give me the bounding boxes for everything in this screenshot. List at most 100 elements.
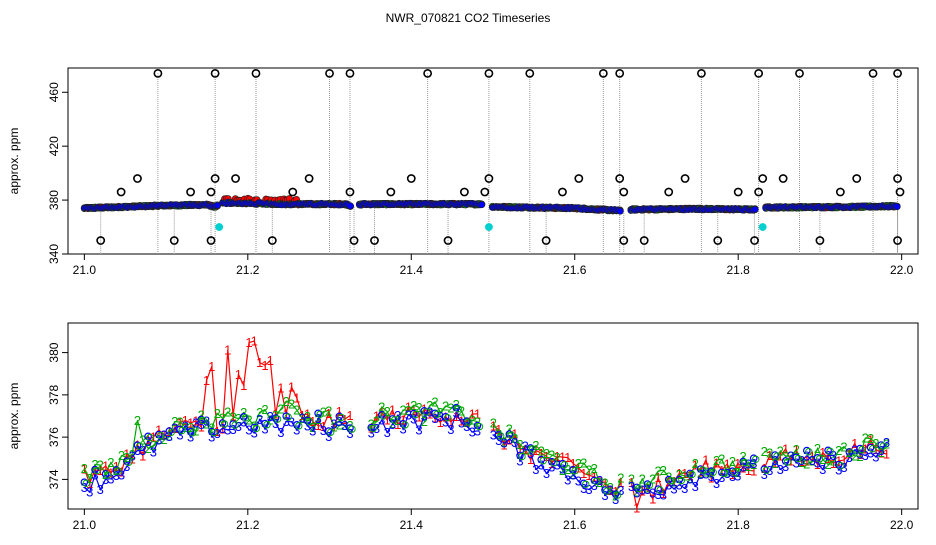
- top-spike-lines: [100, 73, 899, 254]
- low-outlier-point: [349, 236, 359, 245]
- series-marker: 1: [580, 466, 587, 481]
- high-outlier-point: [153, 68, 163, 78]
- top-y-axis: 340 380 420 460: [47, 82, 68, 264]
- mid-outlier-point: [852, 174, 862, 183]
- series-marker: 2: [633, 484, 640, 499]
- series-circle-marker: [720, 469, 728, 478]
- series-marker: 2: [867, 431, 874, 446]
- series-marker: 3: [320, 423, 327, 438]
- y-tick-label: 380: [47, 342, 61, 362]
- series-marker: 2: [261, 402, 268, 417]
- series-marker: 2: [150, 438, 157, 453]
- high-outlier-point: [697, 68, 706, 78]
- series-marker: 3: [644, 482, 651, 497]
- mid-outlier-point: [304, 174, 314, 183]
- series-marker: 1: [447, 414, 454, 429]
- series-marker: 2: [203, 416, 210, 431]
- series-circle-marker: [475, 422, 484, 431]
- series-circle-marker: [231, 421, 239, 429]
- series-marker: 3: [229, 422, 236, 437]
- high-outlier-point: [325, 68, 334, 78]
- chart-title: NWR_070821 CO2 Timeseries: [386, 11, 551, 25]
- series-marker: 2: [107, 455, 114, 470]
- series-marker: 1: [548, 456, 555, 471]
- series-marker: 1: [527, 452, 534, 467]
- series-circle-marker: [401, 421, 409, 429]
- series-circle-marker: [528, 445, 537, 453]
- series-marker: 2: [330, 420, 337, 435]
- series-marker: 1: [617, 475, 624, 490]
- mid-outlier-point: [480, 187, 490, 197]
- series-marker: 1: [320, 419, 327, 434]
- series-circle-marker: [709, 468, 717, 476]
- series-circle-marker: [613, 491, 622, 499]
- series-marker: 1: [394, 417, 401, 432]
- mid-outlier-point: [210, 174, 220, 183]
- x-tick-label: 21.6: [563, 518, 587, 532]
- series-marker: 3: [224, 422, 231, 437]
- series-marker: 3: [527, 446, 534, 461]
- series-marker: 3: [532, 462, 539, 477]
- series-marker: 1: [474, 406, 481, 421]
- series-marker: 2: [373, 413, 380, 428]
- series-marker: 1: [490, 419, 497, 434]
- bottom-x-axis: 21.0 21.2 21.4 21.6 21.8 22.0: [73, 509, 914, 532]
- series-marker: 2: [777, 444, 784, 459]
- x-tick-label: 21.8: [727, 518, 751, 532]
- series-marker: 1: [554, 449, 561, 464]
- series-marker: 3: [81, 480, 88, 495]
- x-tick-label: 21.0: [73, 518, 97, 532]
- series-marker: 3: [166, 429, 173, 444]
- series-circle-marker: [348, 425, 356, 433]
- series-marker: 1: [304, 407, 311, 422]
- series-marker: 1: [601, 475, 608, 490]
- series-circle-marker: [135, 442, 144, 450]
- series-marker: 1: [299, 408, 306, 423]
- series-marker: 3: [187, 430, 194, 445]
- series-circle-marker: [497, 432, 505, 440]
- series-circle-marker: [178, 426, 186, 435]
- series-marker: 2: [463, 415, 470, 430]
- series-marker: 3: [405, 407, 412, 422]
- series-marker: 3: [123, 459, 130, 474]
- series-circle-marker: [93, 466, 101, 475]
- high-outlier-point: [210, 68, 220, 78]
- series-circle-marker: [539, 457, 547, 465]
- series-marker: 2: [86, 471, 93, 486]
- series-circle-marker: [667, 476, 675, 485]
- series-marker: 1: [134, 438, 141, 453]
- low-outlier-point: [206, 236, 216, 245]
- series-marker: 2: [872, 436, 879, 451]
- series-circle-marker: [273, 415, 282, 423]
- series-marker: 3: [511, 435, 518, 450]
- series-marker: 3: [686, 471, 693, 486]
- series-circle-marker: [125, 458, 133, 466]
- series-marker: 3: [118, 468, 125, 483]
- series-circle-marker: [82, 479, 91, 487]
- series-marker: 3: [809, 453, 816, 468]
- top-x-axis: 21.0 21.2 21.4 21.6 21.8 22.0: [73, 254, 914, 277]
- series-marker: 2: [384, 404, 391, 419]
- series-marker: 3: [155, 432, 162, 447]
- series-marker: 2: [660, 463, 667, 478]
- series-circle-marker: [305, 417, 314, 426]
- series-marker: 3: [739, 459, 746, 474]
- series-marker: 3: [665, 477, 672, 492]
- series-marker: 3: [415, 423, 422, 438]
- series-marker: 1: [251, 334, 258, 349]
- series-marker: 1: [569, 456, 576, 471]
- series-marker: 2: [102, 467, 109, 482]
- series-marker: 3: [192, 416, 199, 431]
- series-marker: 3: [554, 457, 561, 472]
- data-point: [893, 203, 901, 211]
- series-marker: 2: [745, 459, 752, 474]
- series-marker: 2: [878, 445, 885, 460]
- series-marker: 3: [288, 414, 295, 429]
- series-marker: 1: [219, 421, 226, 436]
- series-marker: 3: [601, 488, 608, 503]
- series-marker: 3: [346, 426, 353, 441]
- series-line: [763, 442, 887, 475]
- y-tick-label: 420: [47, 136, 61, 156]
- series-marker: 3: [639, 483, 646, 498]
- series-marker: 2: [840, 439, 847, 454]
